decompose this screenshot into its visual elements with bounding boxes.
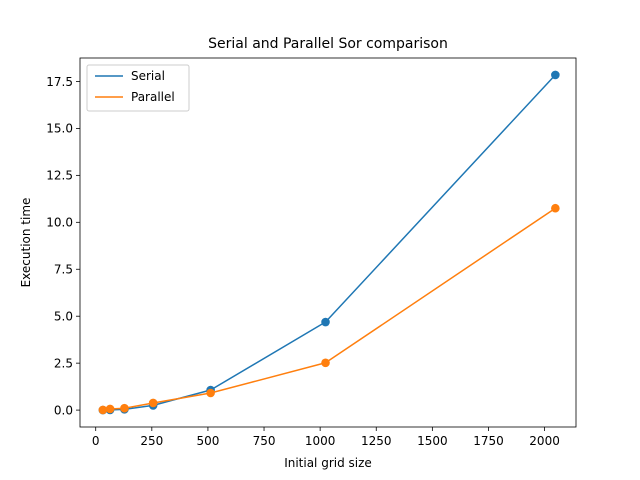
data-point-parallel [105,404,115,414]
y-tick-label: 10.0 [46,216,73,230]
y-tick-label: 12.5 [46,169,73,183]
x-tick-label: 1250 [361,434,392,448]
x-tick-label: 0 [92,434,100,448]
legend-label-parallel: Parallel [131,90,175,104]
x-tick-label: 1500 [417,434,448,448]
data-point-parallel [120,403,129,413]
x-tick-label: 750 [253,434,276,448]
x-tick-label: 1750 [473,434,504,448]
data-point-parallel [98,405,108,415]
data-point-serial [551,70,560,80]
data-point-parallel [321,358,330,368]
y-tick-label: 7.5 [54,263,73,277]
y-tick-label: 0.0 [54,403,73,417]
y-axis-label: Execution time [19,198,33,288]
y-tick-label: 5.0 [54,310,73,324]
x-axis-label: Initial grid size [284,456,372,470]
x-tick-label: 500 [196,434,219,448]
data-point-parallel [551,203,560,213]
y-tick-label: 17.5 [46,75,73,89]
series-layer [98,70,560,415]
data-point-parallel [148,398,158,408]
x-tick-label: 1000 [305,434,336,448]
legend-label-serial: Serial [131,69,165,83]
x-tick-label: 250 [140,434,163,448]
plot-area [80,58,576,427]
legend: Serial Parallel [86,64,190,112]
chart-title: Serial and Parallel Sor comparison [208,36,448,52]
data-point-serial [321,317,330,327]
data-point-parallel [206,388,215,398]
x-tick-label: 2000 [529,434,560,448]
x-axis-ticks: 0 250 500 750 1000 1250 1500 1750 2000 [92,427,560,448]
y-tick-label: 15.0 [46,122,73,136]
y-axis-ticks: 0.0 2.5 5.0 7.5 10.0 12.5 15.0 17.5 [46,75,80,417]
plot-frame [79,57,577,428]
y-tick-label: 2.5 [54,356,73,370]
